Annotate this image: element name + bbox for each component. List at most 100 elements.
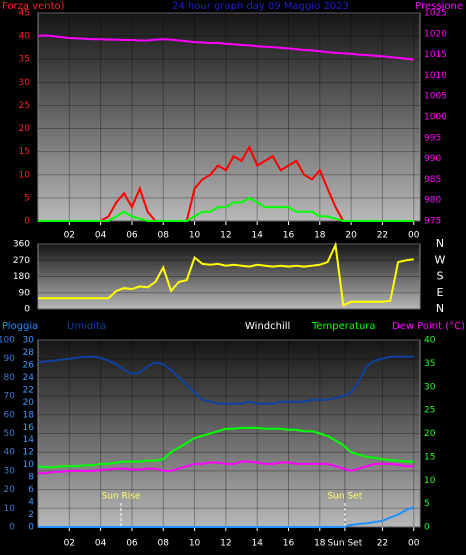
y-tick-label: W [435,253,446,266]
y-tick-label: 20 [4,485,16,495]
y-tick-label: 985 [424,175,441,185]
y-tick-label: 995 [424,133,441,143]
x-tick-label: 04 [95,539,107,549]
y2-label: Pressione [415,1,463,12]
x-tick-label: 18 [314,231,326,241]
y-tick-label: 50 [4,429,16,439]
y-tick-label: 10 [4,504,16,514]
y-tick-label: 0 [24,217,30,227]
annotation: Sun Set [327,492,362,502]
plot-area [37,12,421,222]
y-tick-label: 2 [28,510,34,520]
y-tick-label: 70 [4,392,16,402]
series-line [37,34,414,61]
y-tick-label: 24 [23,373,35,383]
y-tick-label: 25 [424,406,435,416]
y-tick-label: 26 [23,360,35,370]
y-tick-label: 40 [424,336,436,346]
y-tick-label: 270 [13,256,30,266]
x-tick-label: 10 [189,539,201,549]
x-tick-label: 02 [64,539,75,549]
y-tick-label: 980 [424,196,441,206]
x-tick-label: 06 [126,539,138,549]
y-tick-label: 180 [13,272,30,282]
y-tick-label: 0 [24,305,30,315]
y-tick-label: 30 [424,382,436,392]
x-tick-label: 18 [314,539,326,549]
y-tick-label: 35 [19,55,30,65]
y-tick-label: 10 [19,170,31,180]
annotation: Sun Rise [101,492,140,502]
plot-area [37,339,421,528]
y-tick-label: 1020 [424,29,447,39]
x-tick-label: 00 [408,231,420,241]
series-line [37,355,414,405]
y-tick-label: 6 [28,485,34,495]
x-tick-label: 06 [126,231,138,241]
y-tick-label: 40 [4,448,16,458]
y-tick-label: 1000 [424,113,447,123]
x-tick-label: 22 [377,231,388,241]
y-tick-label: 12 [23,448,34,458]
legend-label: Temperatura [311,321,376,332]
x-tick-label: 00 [408,539,420,549]
x-tick-label: 14 [251,231,263,241]
y-tick-label: 10 [23,460,35,470]
y-tick-label: 20 [19,124,31,134]
y-tick-label: 5 [24,193,30,203]
x-tick-label: 02 [64,231,75,241]
y-tick-label: 15 [19,147,30,157]
x-tick-label: 12 [220,539,231,549]
y-tick-label: 20 [424,429,436,439]
x-tick-label: 16 [283,539,295,549]
y-tick-label: 20 [23,398,35,408]
y-tick-label: E [437,286,444,299]
x-tick-label: 14 [251,539,263,549]
x-tick-label: 20 [345,231,357,241]
y-tick-label: 10 [424,476,436,486]
y-tick-label: 1015 [424,50,447,60]
legend-label: Umidita [67,321,106,332]
y-tick-label: 30 [19,78,31,88]
y-tick-label: 22 [23,385,34,395]
y-tick-label: 975 [424,217,441,227]
y-tick-label: 100 [0,336,15,346]
x-tick-label: 22 [377,539,388,549]
y-label: Forza vento) [2,1,65,12]
y-tick-label: 1005 [424,92,447,102]
y-tick-label: N [436,237,444,250]
legend-label: Dew Point (°C) [392,321,465,332]
y-tick-label: 1025 [424,9,447,19]
y-tick-label: 35 [424,359,435,369]
y-tick-label: 360 [13,240,30,250]
y-tick-label: 8 [28,473,34,483]
y-tick-label: 990 [424,154,441,164]
x-tick-label: 16 [283,231,295,241]
legend-label: Pioggia [2,321,38,332]
series-line [38,506,415,528]
y-tick-label: 18 [23,410,35,420]
y-tick-label: 5 [424,499,430,509]
y-tick-label: S [437,270,444,283]
series-line [38,196,414,222]
chart-title: 24 hour graph day 09 Maggio 2023 [172,1,349,12]
y-tick-label: 0 [424,523,430,533]
y-tick-label: 28 [23,348,35,358]
plot-area [37,243,421,310]
x-tick-label: 10 [189,231,201,241]
y-tick-label: 0 [28,523,34,533]
y-tick-label: 60 [4,410,16,420]
y-tick-label: N [436,302,444,315]
y-tick-label: 90 [19,288,31,298]
x-tick-label: 12 [220,231,231,241]
x-tick-label: 08 [158,231,170,241]
y-tick-label: 45 [19,9,30,19]
series-line [38,241,414,307]
y-tick-label: 80 [4,373,16,383]
x-tick-label: 04 [95,231,107,241]
y-tick-label: 15 [424,452,435,462]
y-tick-label: 14 [23,435,35,445]
y-tick-label: 16 [23,423,35,433]
y-tick-label: 30 [23,336,35,346]
